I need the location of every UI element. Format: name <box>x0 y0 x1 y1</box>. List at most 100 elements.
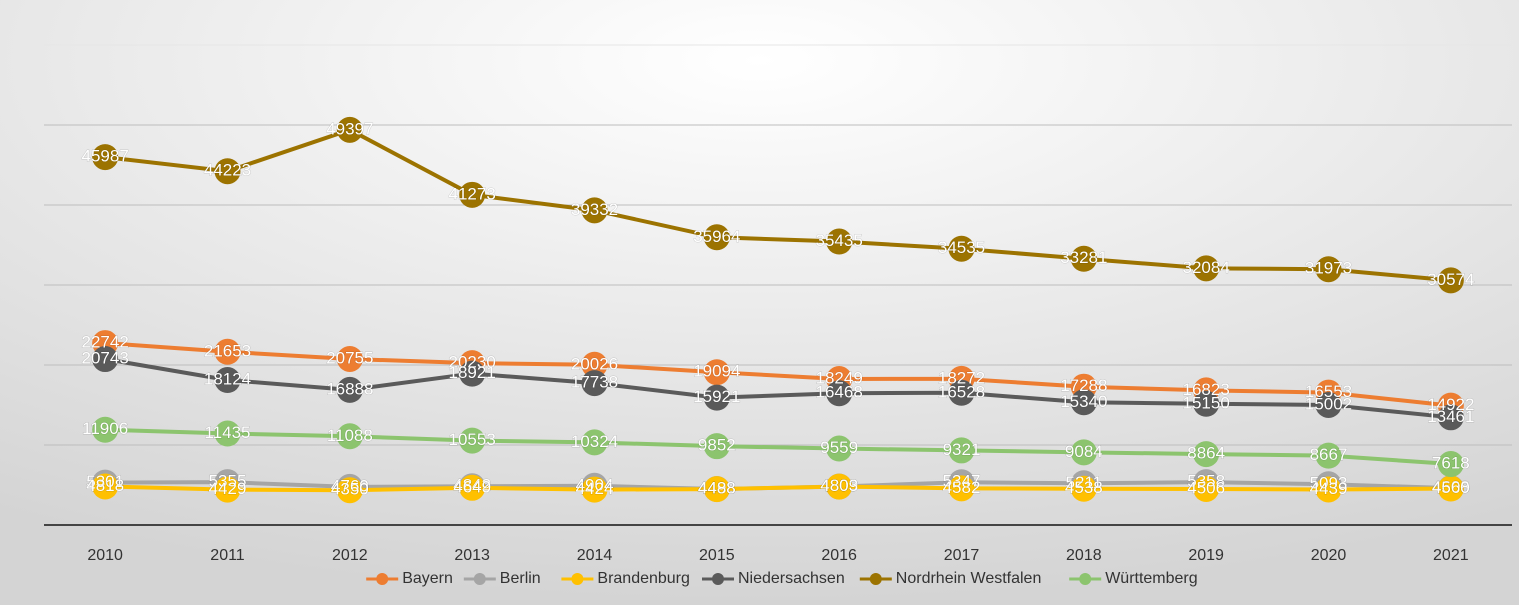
data-label: 44223 <box>204 161 251 180</box>
point <box>214 158 241 185</box>
point <box>1193 255 1220 282</box>
data-label: 17288 <box>1060 376 1107 395</box>
data-label: 4842 <box>453 476 491 495</box>
x-tick-label: 2018 <box>1066 547 1102 564</box>
data-label: 20743 <box>82 349 129 368</box>
data-label: 18272 <box>938 368 985 387</box>
series-line <box>104 127 1452 283</box>
x-tick-label: 2014 <box>577 547 613 564</box>
point <box>1193 390 1220 417</box>
legend-marker <box>1079 573 1092 585</box>
legend-marker <box>376 573 389 585</box>
x-tick-label: 2016 <box>821 547 857 564</box>
data-label: 20230 <box>449 353 496 372</box>
data-label: 9321 <box>943 440 981 459</box>
data-label: 16528 <box>938 382 985 401</box>
legend-label: Berlin <box>500 570 541 587</box>
point <box>1070 475 1097 502</box>
point <box>1437 451 1464 478</box>
x-tick-label: 2012 <box>332 547 368 564</box>
data-label: 9084 <box>1065 442 1103 461</box>
data-label: 18249 <box>816 368 863 387</box>
point <box>214 367 241 394</box>
data-label: 13461 <box>1427 407 1474 426</box>
point <box>826 228 853 255</box>
data-label: 15150 <box>1183 393 1230 412</box>
legend-marker <box>869 573 882 585</box>
legend-label: Württemberg <box>1105 570 1197 587</box>
x-tick-label: 2013 <box>454 547 490 564</box>
legend-marker <box>571 573 584 585</box>
point <box>92 473 119 500</box>
x-tick-label: 2017 <box>944 547 980 564</box>
point <box>92 346 119 373</box>
data-label: 34535 <box>938 238 985 257</box>
point <box>581 197 608 224</box>
data-label: 16553 <box>1305 382 1352 401</box>
data-label: 18124 <box>204 369 251 388</box>
data-label: 4506 <box>1187 478 1225 497</box>
x-tick-label: 2011 <box>210 547 245 564</box>
data-label: 4809 <box>820 476 858 495</box>
point <box>459 427 486 454</box>
point <box>1193 475 1220 502</box>
point <box>336 116 363 143</box>
data-label: 11435 <box>204 423 250 442</box>
data-label: 16823 <box>1183 380 1230 399</box>
legend-label: Niedersachsen <box>738 570 845 587</box>
data-label: 10324 <box>571 432 618 451</box>
data-label: 15002 <box>1305 394 1352 413</box>
point <box>826 435 853 462</box>
point <box>214 476 241 503</box>
point <box>459 474 486 501</box>
point <box>214 420 241 447</box>
data-label: 18921 <box>449 363 496 382</box>
data-label: 45987 <box>82 147 129 166</box>
x-tick-label: 2019 <box>1188 547 1224 564</box>
point <box>336 376 363 403</box>
data-label: 5347 <box>943 472 981 491</box>
point <box>703 384 730 411</box>
data-label: 4498 <box>698 479 736 498</box>
point <box>92 416 119 443</box>
point <box>948 235 975 262</box>
point <box>1437 475 1464 502</box>
point <box>1070 389 1097 416</box>
legend-label: Brandenburg <box>597 570 690 587</box>
series-line <box>104 357 1452 420</box>
x-tick-label: 2015 <box>699 547 735 564</box>
data-label: 15921 <box>693 387 740 406</box>
data-label: 4488 <box>698 479 736 498</box>
point <box>459 181 486 208</box>
data-label: 30574 <box>1427 270 1474 289</box>
data-label: 4538 <box>1065 478 1103 497</box>
point <box>336 345 363 372</box>
point <box>336 477 363 504</box>
series-line <box>105 427 1451 467</box>
point <box>214 338 241 365</box>
data-label: 49397 <box>326 119 373 138</box>
point <box>1315 442 1342 469</box>
data-label: 20026 <box>571 354 618 373</box>
series-line <box>105 341 1452 408</box>
data-label: 16888 <box>326 379 373 398</box>
data-label: 11906 <box>82 419 128 438</box>
data-label: 8667 <box>1310 445 1348 464</box>
point <box>581 429 608 456</box>
point <box>1193 441 1220 468</box>
point <box>948 475 975 502</box>
data-label: 35435 <box>816 231 863 250</box>
data-label: 4608 <box>1432 478 1470 497</box>
point <box>459 360 486 387</box>
data-label: 4818 <box>86 476 124 495</box>
data-label: 32084 <box>1183 258 1230 277</box>
point <box>703 224 730 251</box>
point <box>703 476 730 503</box>
data-label: 5358 <box>1187 472 1225 491</box>
data-label: 31973 <box>1305 259 1352 278</box>
data-label: 4560 <box>1432 478 1470 497</box>
data-label: 22742 <box>82 333 129 352</box>
data-label: 8864 <box>1187 444 1225 463</box>
